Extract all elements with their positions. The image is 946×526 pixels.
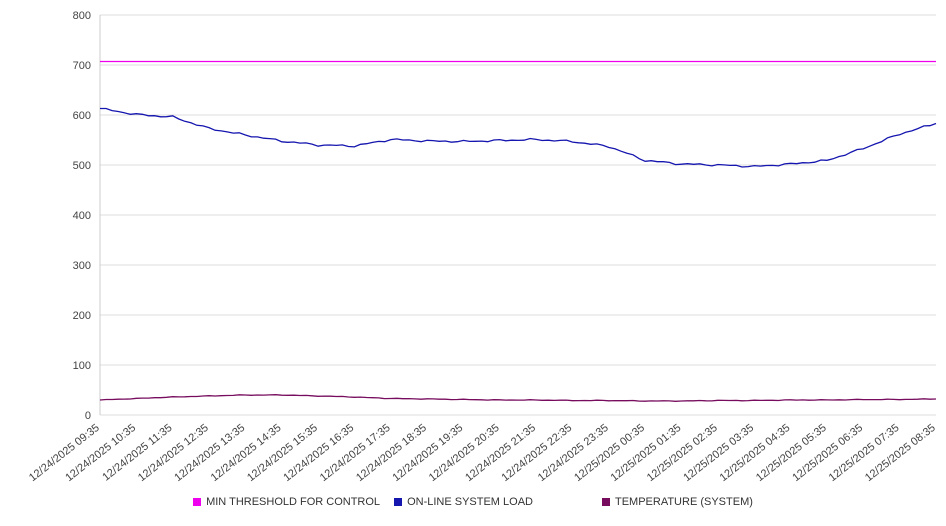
y-tick-label: 700 bbox=[73, 60, 91, 72]
y-tick-label: 100 bbox=[73, 360, 91, 372]
y-tick-label: 400 bbox=[73, 210, 91, 222]
y-tick-label: 800 bbox=[73, 10, 91, 22]
legend-label: MIN THRESHOLD FOR CONTROL bbox=[206, 496, 381, 508]
y-tick-label: 600 bbox=[73, 110, 91, 122]
legend-swatch-icon bbox=[394, 498, 403, 506]
legend-item-1[interactable]: ON-LINE SYSTEM LOAD bbox=[394, 496, 533, 508]
y-tick-label: 200 bbox=[73, 310, 91, 322]
series-line-1 bbox=[100, 107, 937, 168]
y-tick-label: 300 bbox=[73, 260, 91, 272]
chart-legend: MIN THRESHOLD FOR CONTROL ON-LINE SYSTEM … bbox=[0, 496, 946, 508]
legend-item-0[interactable]: MIN THRESHOLD FOR CONTROL bbox=[193, 496, 380, 508]
y-tick-label: 500 bbox=[73, 160, 91, 172]
legend-label: ON-LINE SYSTEM LOAD bbox=[407, 496, 533, 508]
y-tick-label: 0 bbox=[85, 410, 91, 422]
series-line-2 bbox=[99, 394, 937, 402]
legend-item-2[interactable]: TEMPERATURE (SYSTEM) bbox=[601, 496, 753, 508]
legend-swatch-icon bbox=[601, 498, 610, 506]
legend-swatch-icon bbox=[193, 498, 202, 506]
legend-label: TEMPERATURE (SYSTEM) bbox=[614, 496, 753, 508]
